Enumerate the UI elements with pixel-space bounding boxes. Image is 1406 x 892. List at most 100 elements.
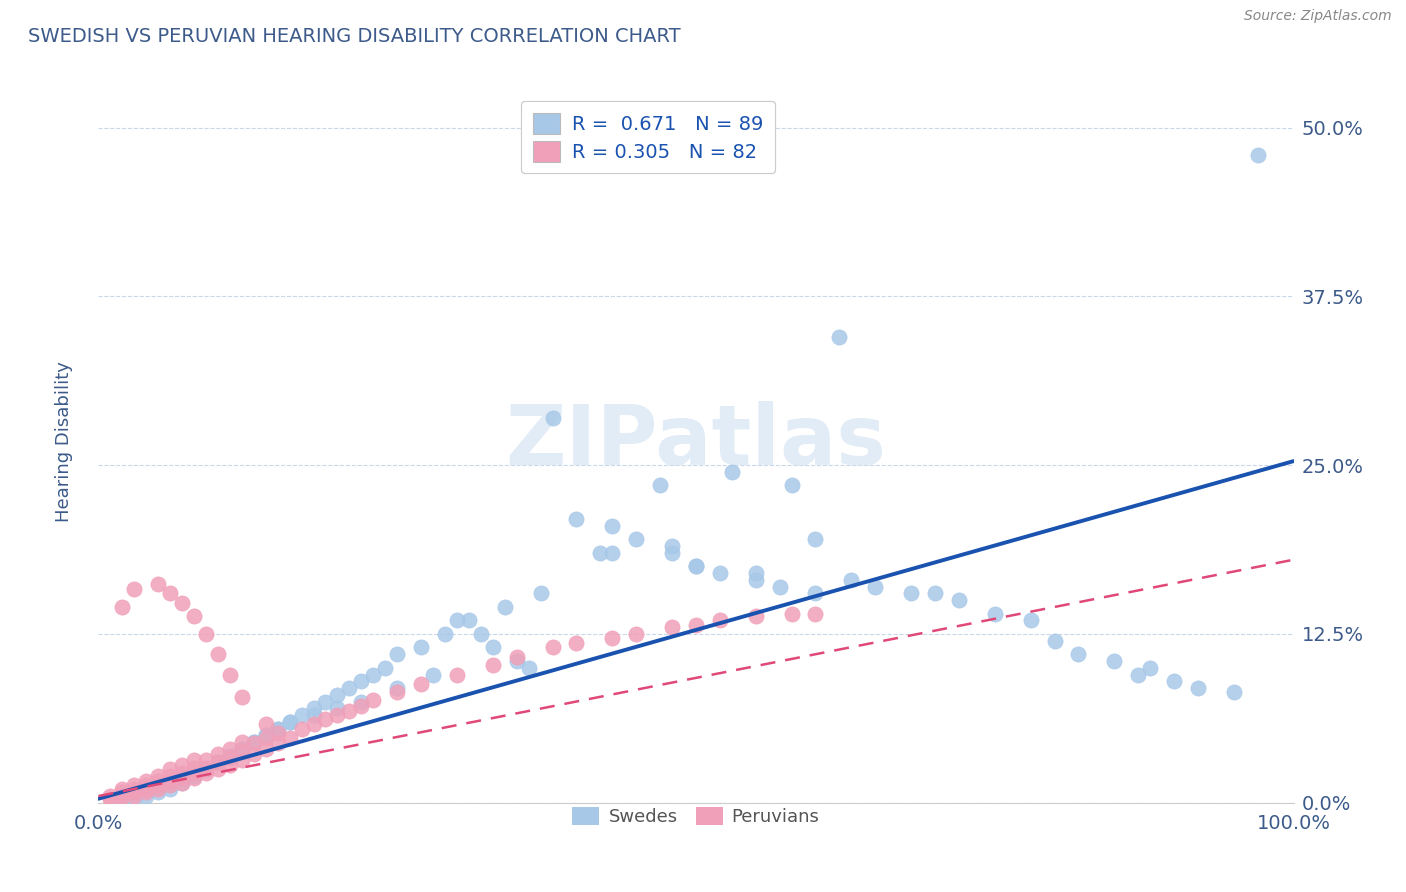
Point [124,785,146,799]
Point [481,640,505,655]
Point [183,772,205,786]
Point [219,751,242,765]
Point [326,688,349,702]
Point [626,533,648,547]
Point [326,701,349,715]
Point [661,546,683,560]
Point [172,596,194,610]
Point [278,714,301,729]
Point [565,512,588,526]
Point [745,609,768,624]
Point [207,756,229,770]
Point [602,519,624,533]
Point [541,411,564,425]
Point [780,607,803,621]
Point [350,674,373,689]
Point [111,793,134,807]
Point [685,559,707,574]
Point [254,717,277,731]
Text: Source: ZipAtlas.com: Source: ZipAtlas.com [1244,9,1392,23]
Point [565,636,588,650]
Point [494,599,516,614]
Point [183,766,205,780]
Point [159,769,181,783]
Point [350,694,373,708]
Point [302,701,325,715]
Point [661,539,683,553]
Point [135,782,157,797]
Point [804,586,827,600]
Point [195,762,218,776]
Point [326,708,349,723]
Point [231,735,253,749]
Point [124,789,146,803]
Point [254,728,277,742]
Point [124,785,146,799]
Point [1067,647,1090,661]
Point [1019,614,1042,628]
Point [267,722,290,736]
Point [219,758,242,772]
Point [1247,147,1270,161]
Point [159,775,181,789]
Point [148,774,170,789]
Point [159,774,181,789]
Point [278,731,301,745]
Point [434,627,457,641]
Text: SWEDISH VS PERUVIAN HEARING DISABILITY CORRELATION CHART: SWEDISH VS PERUVIAN HEARING DISABILITY C… [28,27,681,45]
Point [111,790,134,805]
Point [470,627,492,641]
Point [195,627,218,641]
Point [124,782,146,797]
Point [648,478,672,492]
Point [195,762,218,776]
Point [1223,685,1246,699]
Point [745,573,768,587]
Point [207,747,229,761]
Point [530,586,553,600]
Point [124,582,146,597]
Point [828,330,851,344]
Point [481,658,505,673]
Point [111,782,134,797]
Point [219,748,242,763]
Point [159,586,181,600]
Point [219,667,242,681]
Point [207,762,229,776]
Point [195,753,218,767]
Point [541,640,564,655]
Point [984,607,1007,621]
Point [602,631,624,645]
Point [172,775,194,789]
Point [685,559,707,574]
Point [159,762,181,776]
Point [841,573,863,587]
Point [721,465,744,479]
Point [278,714,301,729]
Point [135,785,157,799]
Point [243,735,266,749]
Point [183,761,205,775]
Point [172,772,194,786]
Point [685,617,707,632]
Point [172,758,194,772]
Point [183,753,205,767]
Point [363,693,385,707]
Point [135,774,157,789]
Point [172,766,194,780]
Point [135,782,157,797]
Point [302,708,325,723]
Point [709,614,731,628]
Point [385,685,409,699]
Point [254,741,277,756]
Point [900,586,922,600]
Point [159,782,181,797]
Point [602,546,624,560]
Point [148,785,170,799]
Point [148,780,170,794]
Point [231,741,253,756]
Point [148,782,170,797]
Point [517,661,540,675]
Point [219,748,242,763]
Point [195,766,218,780]
